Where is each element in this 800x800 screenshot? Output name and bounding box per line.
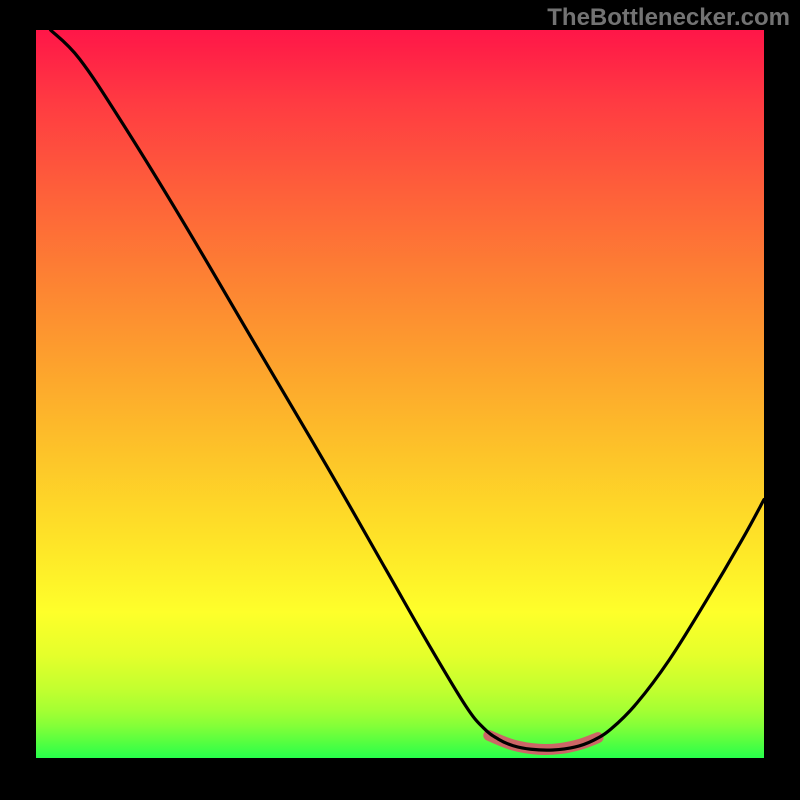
watermark-text: TheBottlenecker.com bbox=[547, 4, 790, 32]
plot-area bbox=[36, 30, 764, 758]
plot-background-gradient bbox=[36, 30, 764, 758]
page-root: TheBottlenecker.com bbox=[0, 0, 800, 800]
plot-svg bbox=[36, 30, 764, 758]
